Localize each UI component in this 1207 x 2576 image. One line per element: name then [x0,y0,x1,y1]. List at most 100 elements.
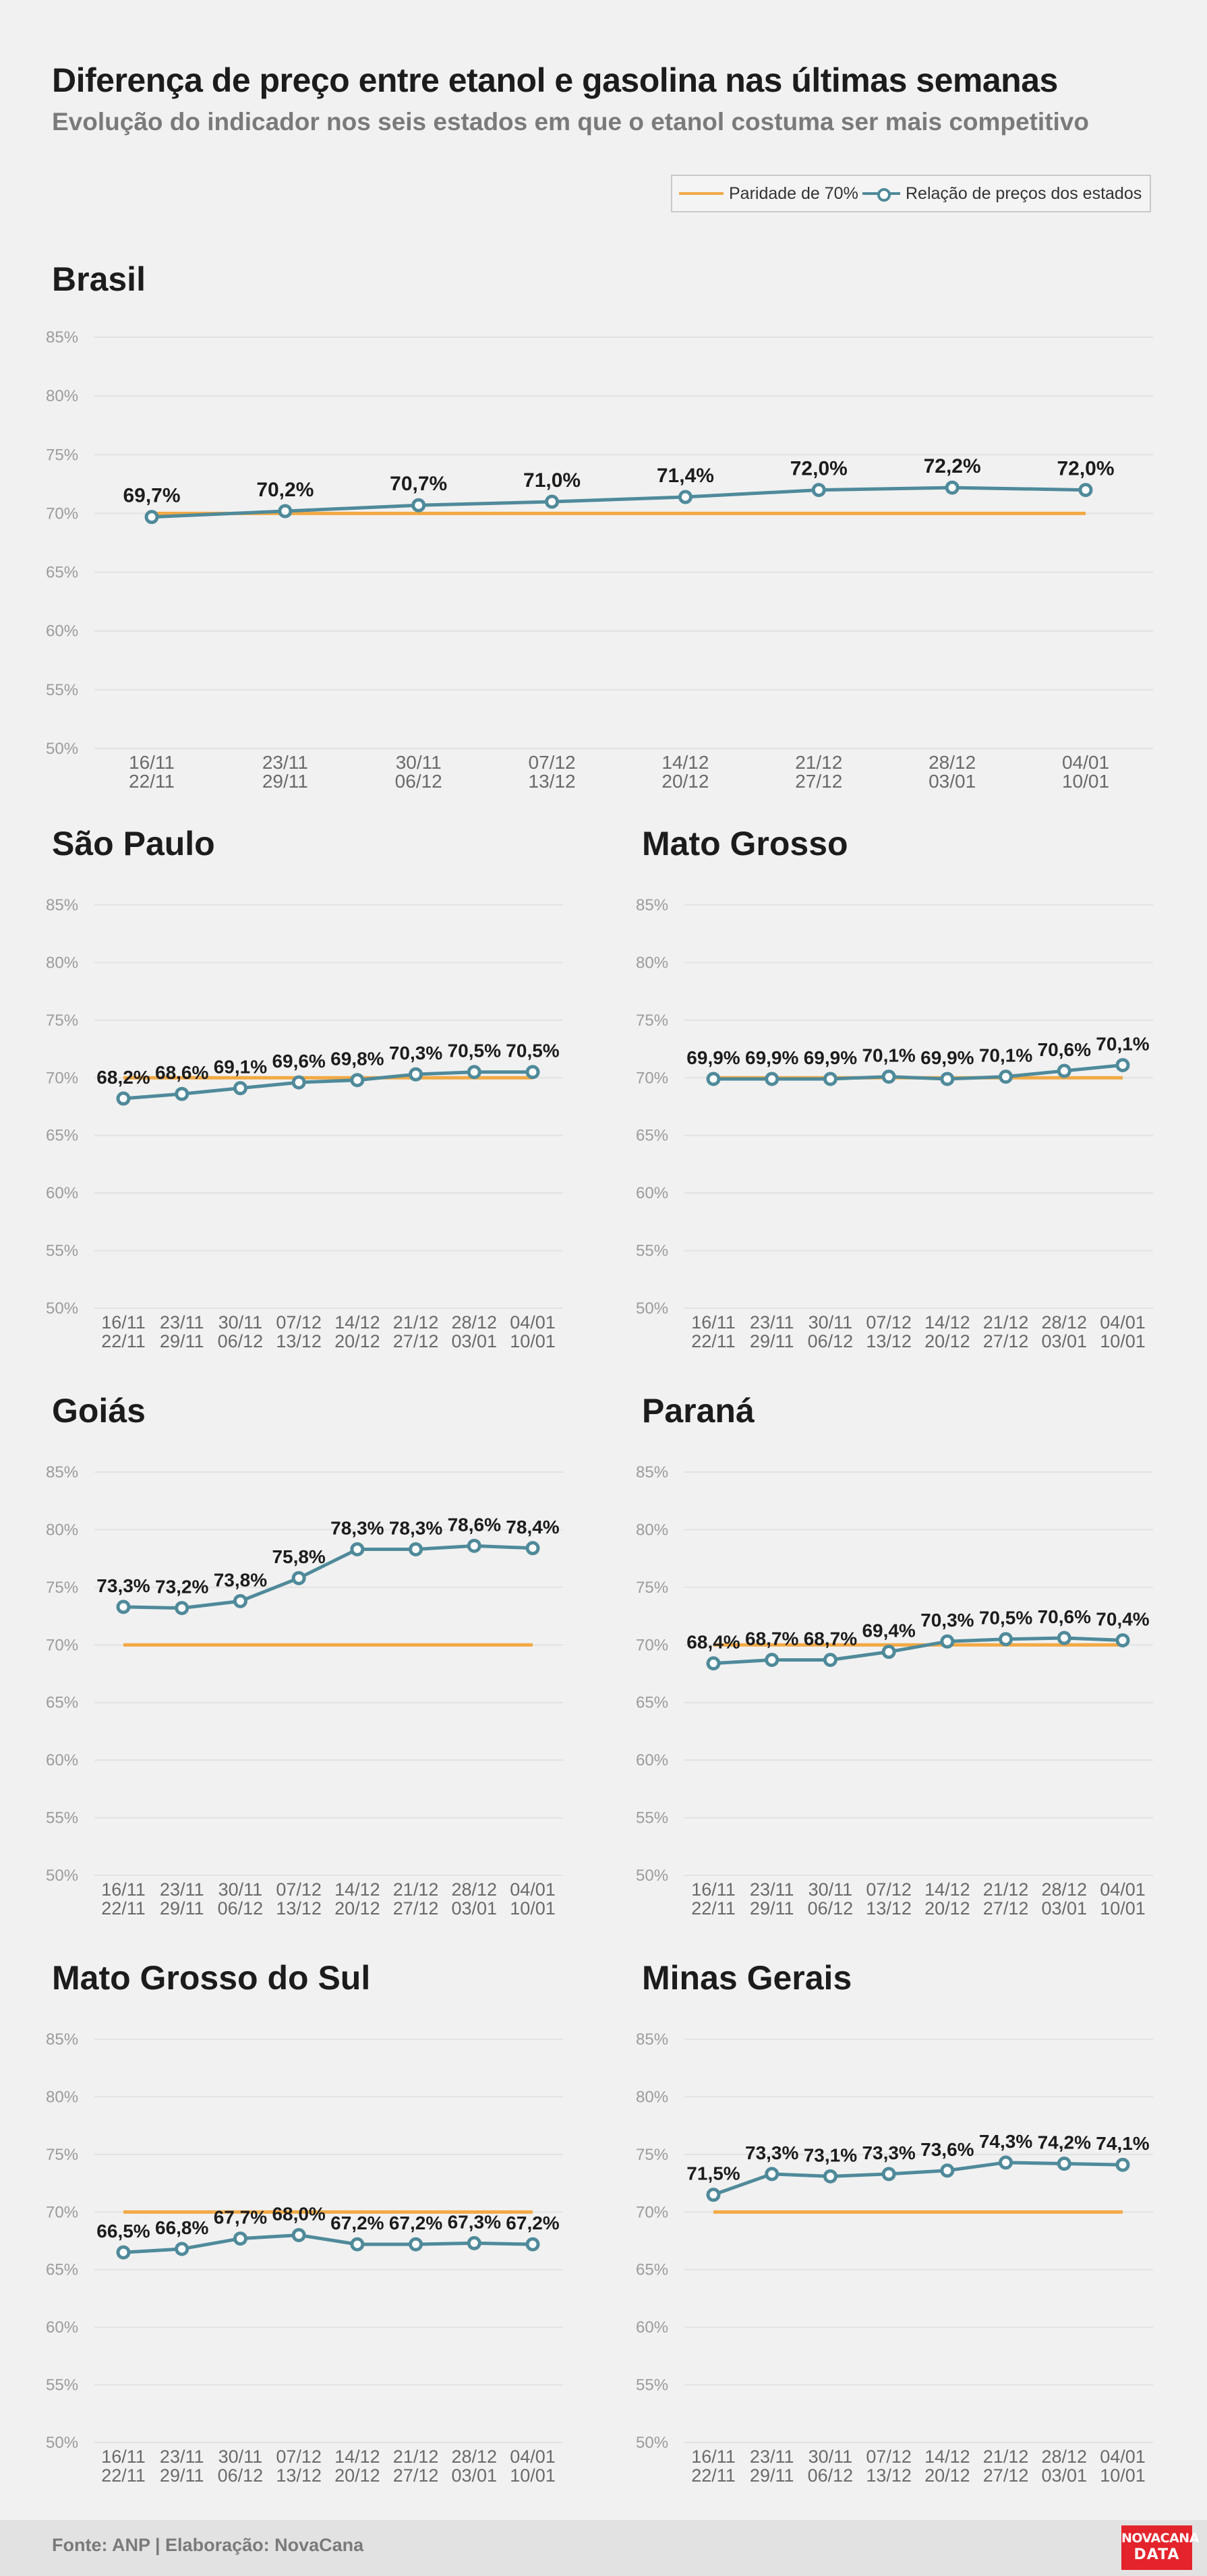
x-tick-label: 10/01 [1062,771,1109,792]
x-tick-label: 28/12 [1041,2447,1087,2467]
x-tick-label: 04/01 [510,1312,556,1333]
x-tick-label: 04/01 [510,1879,556,1900]
data-point [881,1645,896,1660]
x-tick-label: 07/12 [529,752,576,773]
y-tick-label: 50% [636,2434,668,2452]
data-point [1078,483,1093,498]
x-tick-label: 16/11 [101,2447,146,2467]
chart-minas-gerais: 50%55%60%65%70%75%80%85%16/1122/1123/112… [636,2030,1153,2486]
data-point [1057,2157,1071,2171]
x-tick-label: 28/12 [929,752,976,773]
x-tick-label: 16/11 [101,1879,146,1900]
chart-mato-grosso: 50%55%60%65%70%75%80%85%16/1122/1123/112… [636,896,1153,1351]
x-tick-label: 28/12 [1041,1312,1087,1333]
x-tick-label: 10/01 [1100,2465,1146,2486]
x-tick-label: 28/12 [1041,1879,1087,1900]
data-point [409,2237,423,2252]
data-label: 66,8% [155,2217,208,2238]
y-tick-label: 85% [636,2030,668,2049]
data-point [881,1070,896,1084]
y-tick-label: 75% [46,446,78,464]
legend-item-parity: Paridade de 70% [679,176,858,211]
panel-title-sao-paulo: São Paulo [52,825,215,862]
data-label: 73,2% [155,1577,208,1598]
series-line [713,1636,1123,1666]
x-tick-label: 07/12 [866,1312,912,1333]
data-point [116,1091,131,1106]
x-tick-label: 06/12 [808,2465,854,2486]
series-line [151,486,1086,519]
x-tick-label: 27/12 [983,1331,1029,1351]
y-tick-label: 60% [46,1751,78,1769]
y-tick-label: 80% [636,2088,668,2106]
x-tick-label: 23/11 [262,752,308,773]
x-tick-label: 13/12 [529,771,576,792]
x-tick-label: 06/12 [218,1898,264,1919]
x-tick-label: 07/12 [866,2447,912,2467]
data-point [278,504,293,519]
y-tick-label: 80% [46,2088,78,2106]
x-tick-label: 22/11 [101,1898,146,1919]
data-label: 73,3% [745,2142,798,2163]
parity-line-icon [679,192,724,195]
data-point [409,1542,423,1556]
data-label: 68,7% [745,1628,798,1649]
x-tick-label: 10/01 [510,1331,556,1351]
x-tick-label: 14/12 [924,1879,970,1900]
series-line [123,1070,533,1101]
x-tick-label: 07/12 [276,2447,322,2467]
x-tick-label: 28/12 [451,1879,497,1900]
y-tick-label: 55% [636,1242,668,1260]
x-tick-label: 29/11 [750,1331,794,1351]
x-tick-label: 06/12 [218,2465,264,2486]
x-tick-label: 27/12 [795,771,842,792]
x-tick-label: 16/11 [691,1312,736,1333]
data-label: 72,0% [1057,458,1114,480]
data-point [765,2167,779,2182]
data-label: 78,3% [389,1517,442,1538]
x-tick-label: 14/12 [924,2447,970,2467]
x-tick-label: 14/12 [924,1312,970,1333]
data-point [1057,1631,1071,1645]
data-point [291,1075,306,1090]
legend-series-label: Relação de preços dos estados [906,183,1142,203]
x-tick-label: 14/12 [661,752,709,773]
y-tick-label: 70% [46,504,78,523]
x-tick-label: 13/12 [276,1898,322,1919]
y-tick-label: 55% [46,2376,78,2395]
data-label: 72,0% [790,458,848,480]
y-tick-label: 65% [46,2261,78,2279]
data-label: 78,3% [330,1517,384,1538]
chart-parana: 50%55%60%65%70%75%80%85%16/1122/1123/112… [636,1463,1153,1919]
x-tick-label: 23/11 [160,1312,204,1333]
data-label: 71,5% [686,2163,740,2184]
y-tick-label: 65% [46,1694,78,1712]
x-tick-label: 21/12 [795,752,842,773]
x-tick-label: 13/12 [276,1331,322,1351]
y-tick-label: 55% [46,1809,78,1827]
data-point [1115,1633,1130,1647]
data-point [823,2169,837,2184]
data-label: 69,8% [330,1049,384,1070]
panel-title-brasil: Brasil [52,260,146,298]
x-tick-label: 27/12 [393,1898,439,1919]
data-point [765,1652,779,1667]
x-tick-label: 20/12 [924,1331,970,1351]
x-tick-label: 21/12 [983,1312,1029,1333]
data-point [144,510,159,525]
x-tick-label: 23/11 [750,1879,794,1900]
data-label: 70,6% [1038,1039,1091,1060]
data-label: 73,8% [214,1569,267,1590]
y-tick-label: 60% [46,1184,78,1202]
y-tick-label: 85% [46,1463,78,1482]
x-tick-label: 23/11 [160,2447,204,2467]
x-tick-label: 22/11 [101,2465,146,2486]
x-tick-label: 21/12 [983,2447,1029,2467]
data-label: 68,0% [272,2203,325,2224]
x-tick-label: 04/01 [510,2447,556,2467]
x-tick-label: 20/12 [334,1898,380,1919]
x-tick-label: 21/12 [393,2447,439,2467]
x-tick-label: 06/12 [808,1898,854,1919]
y-tick-label: 50% [46,1299,78,1318]
y-tick-label: 60% [636,1751,668,1769]
